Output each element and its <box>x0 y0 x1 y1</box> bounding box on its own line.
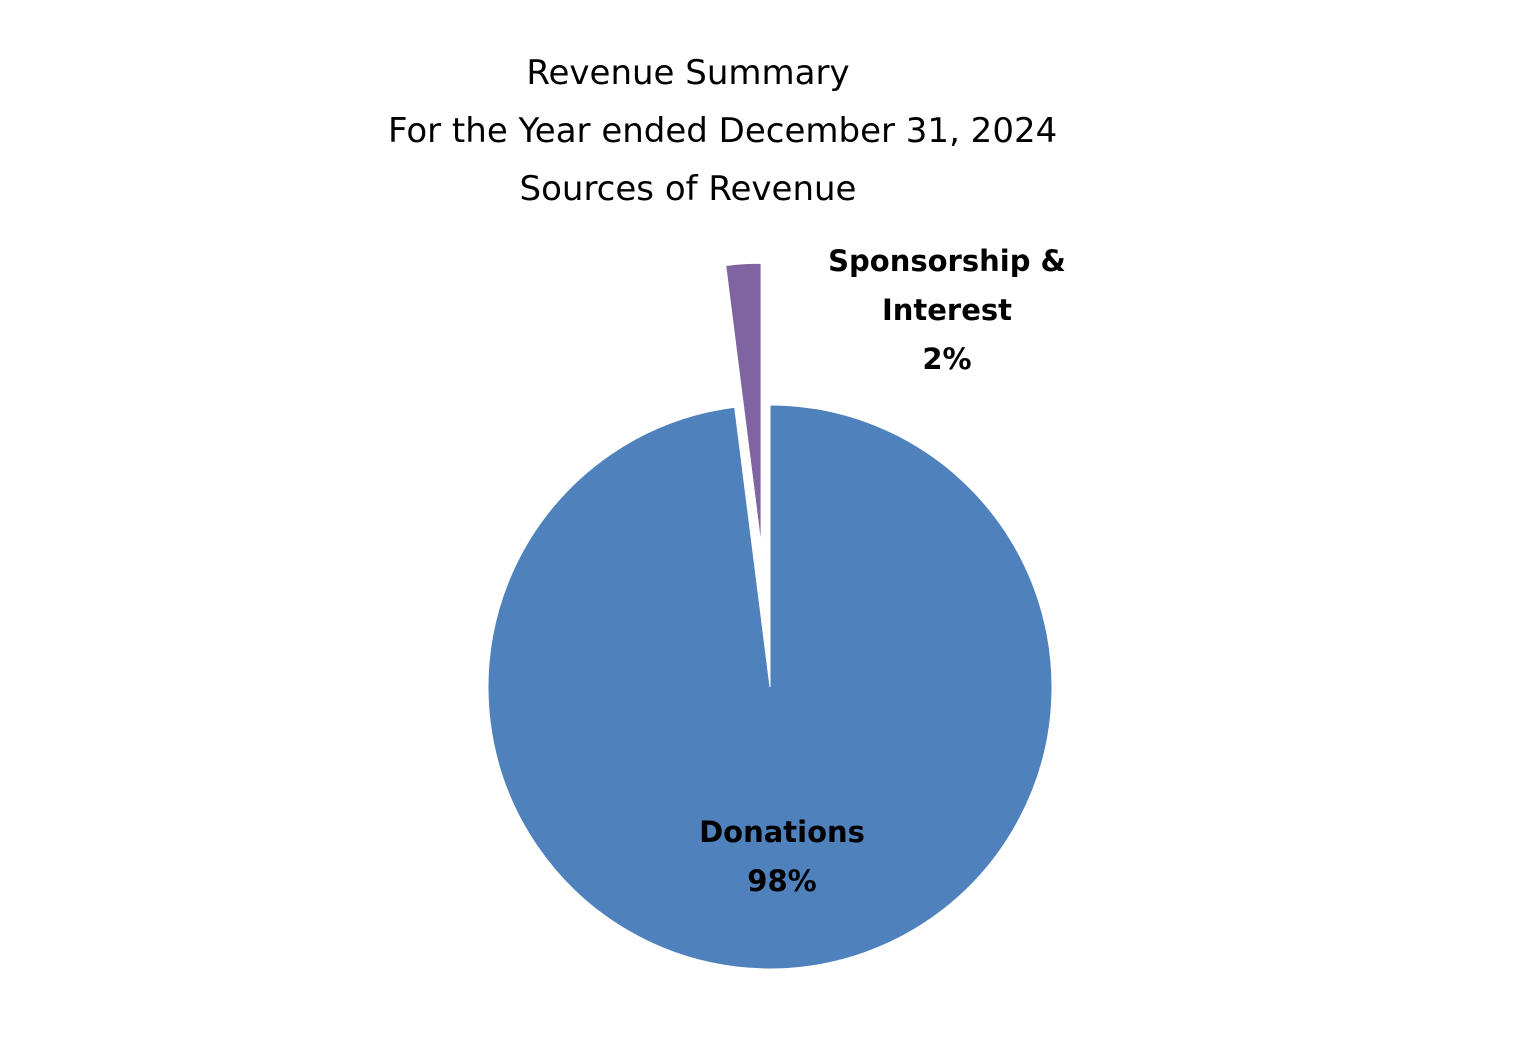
pie-slice-percent-1: 2% <box>922 342 971 376</box>
pie-labels: Donations 98% Sponsorship & Interest 2% <box>699 244 1066 898</box>
pie-slice-0 <box>487 404 1053 970</box>
pie-slice-name-1-1: Interest <box>882 293 1012 327</box>
pie-slice-name-1-0: Sponsorship & <box>828 244 1066 278</box>
chart-title-line-3: Sources of Revenue <box>519 169 857 209</box>
chart-title-line-2: For the Year ended December 31, 2024 <box>388 111 1058 151</box>
pie-slice-1 <box>725 262 762 546</box>
chart-title-line-1: Revenue Summary <box>526 53 850 93</box>
pie-slices <box>487 262 1053 970</box>
pie-slice-label-1: Sponsorship & Interest 2% <box>828 244 1066 376</box>
chart-title: Revenue Summary For the Year ended Decem… <box>388 44 1058 218</box>
pie-slice-name-0-0: Donations <box>699 815 865 849</box>
pie-slice-percent-0: 98% <box>747 864 816 898</box>
pie-slice-label-0: Donations 98% <box>699 815 865 898</box>
